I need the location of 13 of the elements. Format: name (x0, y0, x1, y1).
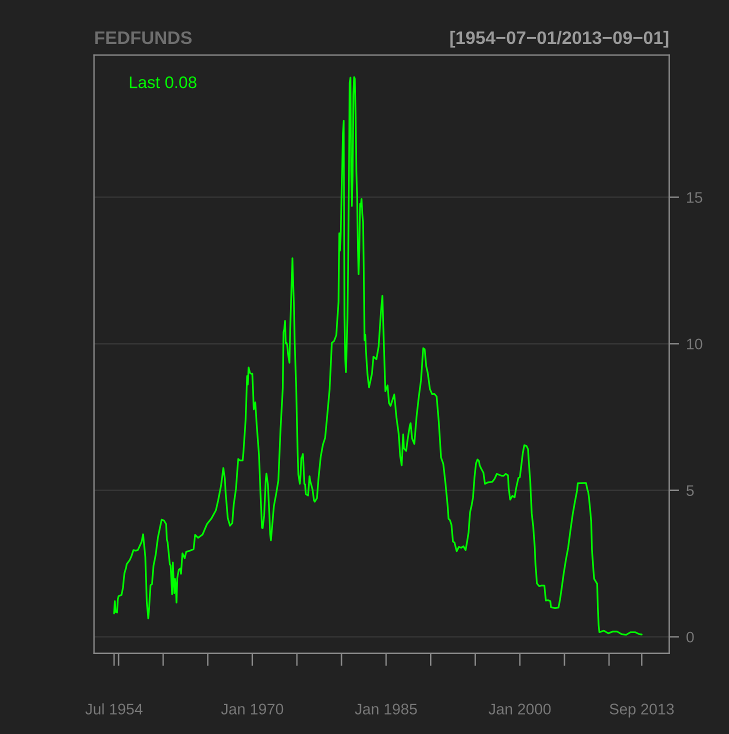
x-tick-label: Sep 2013 (610, 704, 674, 718)
x-tick-label: Jan 2000 (488, 704, 551, 714)
y-tick-label: 0 (686, 632, 694, 643)
chart-subtitle: [1954−07−01/2013−09−01] (450, 30, 668, 48)
line-series (113, 76, 643, 636)
x-tick-label: Jan 1970 (221, 704, 284, 714)
annotation: Last 0.08 (130, 76, 196, 88)
y-tick-label: 15 (687, 192, 702, 203)
y-tick-label: 5 (686, 485, 694, 496)
x-tick-label: Jan 1985 (354, 704, 417, 714)
chart-title: FEDFUNDS (95, 31, 192, 44)
x-tick-label: Jul 1954 (85, 703, 143, 714)
y-tick-label: 10 (687, 338, 702, 350)
